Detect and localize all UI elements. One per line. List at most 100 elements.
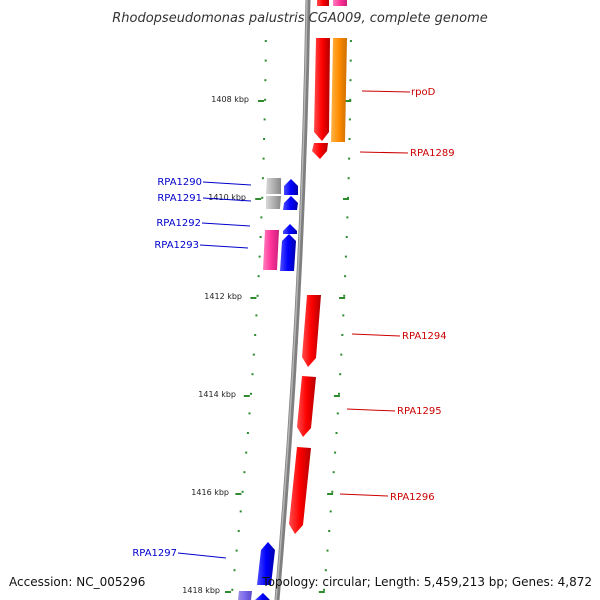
tick-mark	[250, 392, 252, 395]
tick-mark	[339, 373, 342, 376]
leader-line-RPA1290	[202, 181, 252, 186]
tick-marks	[225, 40, 352, 593]
tick-label: 1416 kbp	[191, 488, 229, 497]
tick-mark	[349, 59, 352, 62]
gene-RPA1292-blue	[283, 224, 297, 234]
gene-RPA1293	[280, 234, 296, 271]
gene-rpoD	[314, 38, 330, 141]
tick-mark	[254, 334, 257, 336]
tick-mark	[263, 118, 266, 121]
gene-RPA1294	[302, 295, 321, 367]
tick-mark	[264, 98, 267, 101]
leader-line-RPA1294	[351, 333, 401, 337]
tick-mark	[343, 198, 349, 200]
gene-RPA1295	[297, 376, 316, 437]
tick-label: 1412 kbp	[204, 292, 242, 301]
tick-mark	[340, 353, 343, 356]
tick-mark	[345, 100, 352, 102]
tick-mark	[323, 588, 325, 591]
gene-RPA1290	[266, 178, 281, 194]
tick-mark	[257, 275, 260, 278]
tick-mark	[346, 216, 349, 219]
tick-mark	[341, 334, 344, 336]
tick-mark	[345, 236, 348, 238]
gene-partial-top-red	[317, 0, 329, 6]
gene-label: RPA1289	[410, 148, 455, 159]
tick-mark	[251, 373, 254, 376]
tick-mark	[333, 395, 340, 397]
tick-mark	[255, 314, 258, 317]
gene-RPA1296	[289, 447, 311, 534]
tick-mark	[252, 353, 255, 356]
gene-partial-bottom-blue	[255, 593, 270, 600]
tick-mark	[233, 569, 236, 572]
tick-mark	[318, 591, 325, 593]
tick-mark	[255, 198, 262, 200]
gene-RPA1297	[257, 542, 275, 585]
gene-partial-bottom-purple	[238, 591, 252, 600]
leader-line-RPA1291	[202, 197, 252, 202]
tick-mark	[264, 59, 267, 62]
tick-mark	[336, 412, 339, 415]
tick-mark	[262, 157, 265, 160]
tick-mark	[225, 591, 231, 593]
tick-mark	[348, 138, 351, 140]
gene-label: RPA1293	[154, 240, 199, 251]
tick-mark	[344, 275, 347, 278]
tick-mark	[339, 297, 346, 299]
gene-label: RPA1297	[132, 548, 177, 559]
leader-line-RPA1289	[359, 151, 409, 154]
tick-mark	[264, 79, 267, 82]
tick-mark	[239, 510, 242, 513]
tick-mark	[235, 549, 238, 552]
tick-mark	[328, 530, 331, 532]
gene-label: RPA1294	[402, 331, 447, 342]
tick-mark	[231, 588, 234, 591]
tick-mark	[332, 471, 335, 474]
tick-mark	[335, 432, 338, 434]
tick-label: 1410 kbp	[208, 193, 246, 202]
tick-mark	[259, 236, 262, 238]
leader-line-RPA1292	[201, 222, 251, 227]
tick-mark	[261, 196, 264, 199]
tick-mark	[246, 432, 249, 434]
tick-mark	[243, 395, 250, 397]
tick-mark	[245, 451, 248, 454]
tick-mark	[258, 100, 264, 102]
tick-mark	[250, 297, 257, 299]
tick-mark	[326, 549, 329, 552]
gene-partial-top-pink	[333, 0, 347, 6]
leader-line-rpoD	[361, 90, 411, 93]
tick-mark	[342, 314, 345, 317]
tick-mark	[343, 294, 346, 297]
gene-rpoD-neighbor	[331, 38, 347, 142]
gene-label: rpoD	[411, 87, 436, 98]
gene-label: RPA1295	[397, 406, 442, 417]
tick-mark	[263, 138, 266, 140]
tick-mark	[264, 40, 267, 42]
tick-mark	[349, 40, 352, 42]
tick-mark	[348, 157, 351, 160]
tick-mark	[338, 392, 340, 395]
tick-mark	[258, 255, 261, 258]
tick-mark	[349, 79, 352, 82]
gene-RPA1289	[312, 143, 328, 159]
tick-mark	[324, 569, 327, 572]
tick-mark	[329, 510, 332, 513]
gene-label: RPA1290	[157, 177, 202, 188]
genome-summary-text: Topology: circular; Length: 5,459,213 bp…	[261, 575, 592, 589]
tick-mark	[344, 255, 347, 258]
tick-mark	[237, 530, 240, 532]
gene-RPA1291	[283, 196, 298, 210]
tick-mark	[347, 177, 350, 180]
genome-backbone-highlight	[275, 0, 308, 600]
gene-label: RPA1291	[157, 193, 202, 204]
leader-line-RPA1293	[199, 244, 249, 249]
tick-label: 1408 kbp	[211, 95, 249, 104]
tick-mark	[349, 98, 352, 101]
tick-mark	[243, 471, 246, 474]
tick-label: 1418 kbp	[182, 586, 220, 595]
genome-backbone	[274, 0, 311, 600]
tick-mark	[348, 118, 351, 121]
